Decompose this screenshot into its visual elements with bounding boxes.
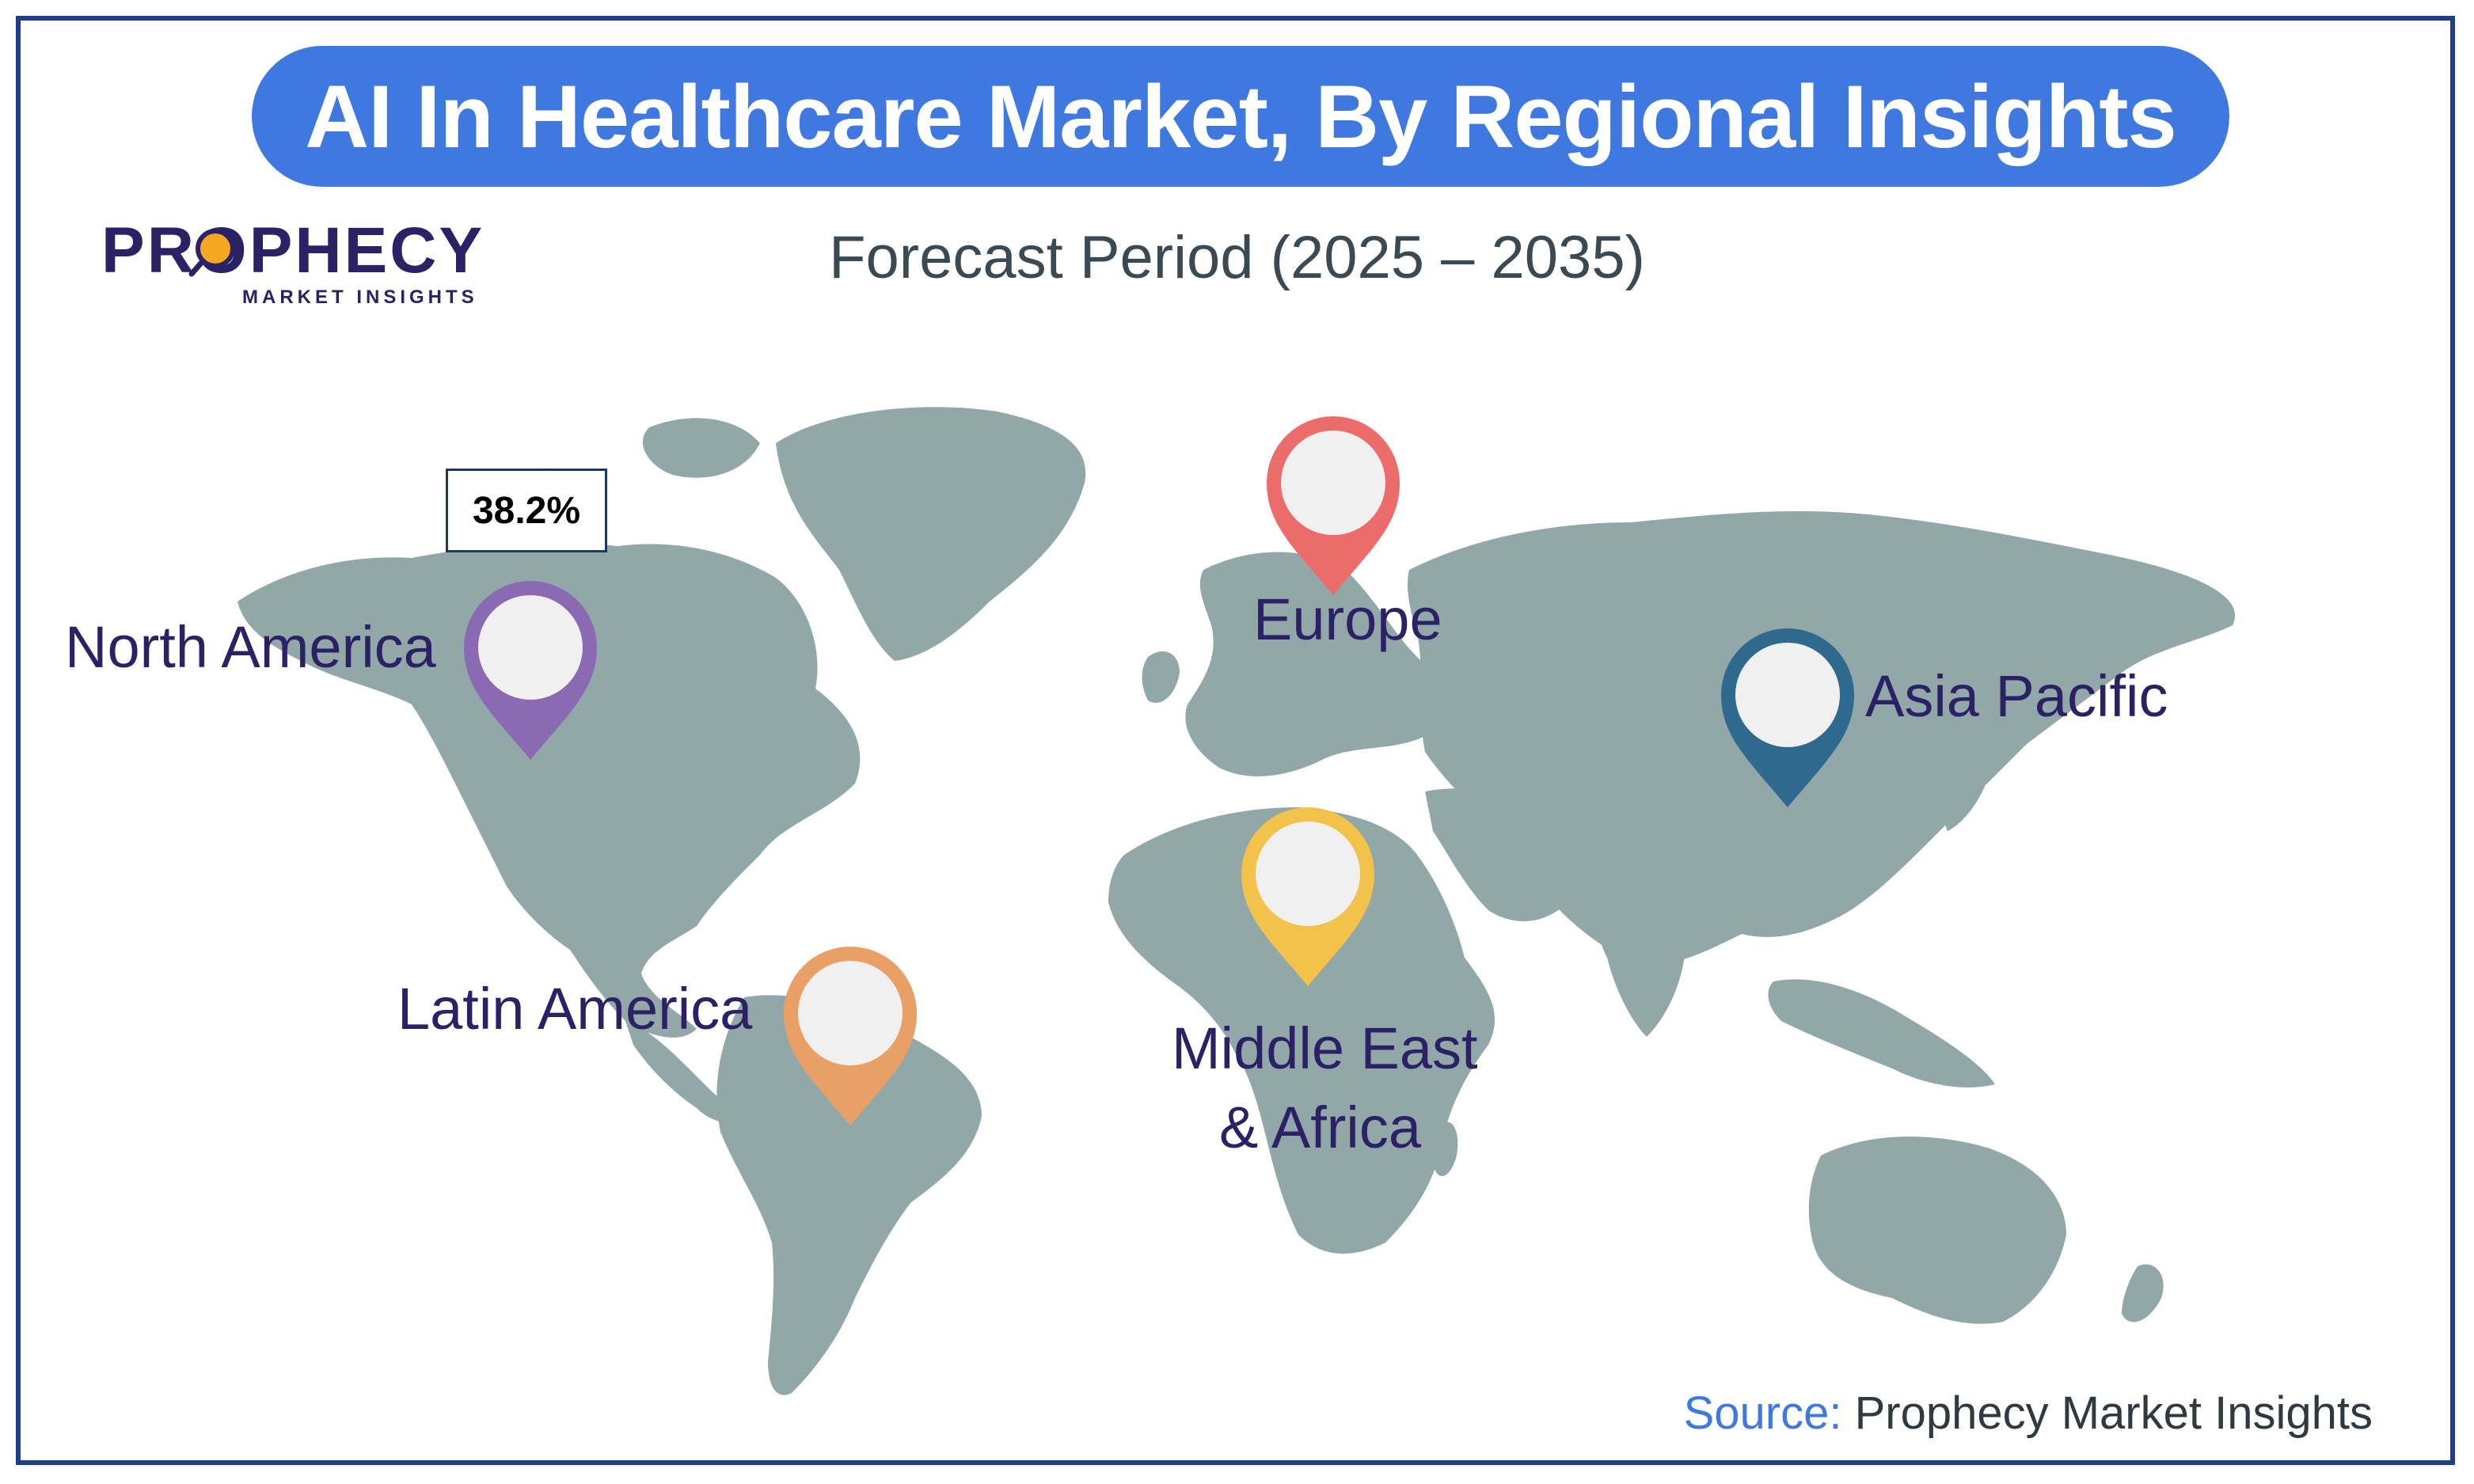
logo-wordmark: PROPHECY	[101, 214, 485, 287]
source-label: Source:	[1683, 1387, 1842, 1439]
southeast-asia	[1768, 979, 1995, 1087]
pin-middle-east-africa	[1241, 807, 1374, 986]
title-banner: AI In Healthcare Market, By Regional Ins…	[252, 46, 2229, 187]
label-latin-america: Latin America	[397, 976, 753, 1042]
label-europe: Europe	[1253, 586, 1442, 652]
europe	[1185, 552, 1440, 776]
source-note: Source: Prophecy Market Insights	[1684, 1387, 2373, 1440]
north-america	[238, 542, 861, 1038]
source-value: Prophecy Market Insights	[1854, 1387, 2373, 1439]
label-middle-east-line2: & Africa	[1219, 1095, 1421, 1160]
madagascar	[1432, 1122, 1458, 1177]
logo-tagline: MARKET INSIGHTS	[242, 287, 478, 308]
share-value-box: 38.2%	[446, 469, 607, 552]
uk	[1142, 651, 1180, 704]
pin-asia-pacific	[1721, 628, 1854, 807]
arctic-islands	[642, 418, 760, 478]
pin-europe	[1267, 416, 1400, 595]
landmass-group	[238, 407, 2236, 1395]
central-america	[625, 1021, 744, 1123]
south-america	[716, 995, 982, 1395]
pin-north-america	[464, 581, 597, 760]
india	[1598, 907, 1686, 1037]
outer-frame	[16, 16, 2455, 1465]
africa	[1108, 807, 1495, 1254]
magnifier-icon	[188, 229, 235, 277]
brand-logo: PROPHECY MARKET INSIGHTS	[101, 214, 497, 317]
label-north-america: North America	[65, 614, 436, 680]
page-title: AI In Healthcare Market, By Regional Ins…	[305, 66, 2177, 166]
label-asia-pacific: Asia Pacific	[1865, 663, 2168, 729]
australia	[1808, 1137, 2066, 1324]
japan	[1944, 743, 1992, 831]
new-zealand	[2122, 1264, 2164, 1323]
greenland	[776, 407, 1086, 661]
forecast-period: Forecast Period (2025 – 2035)	[829, 224, 1645, 291]
pin-latin-america	[784, 947, 917, 1125]
label-middle-east-line1: Middle East	[1172, 1015, 1478, 1081]
